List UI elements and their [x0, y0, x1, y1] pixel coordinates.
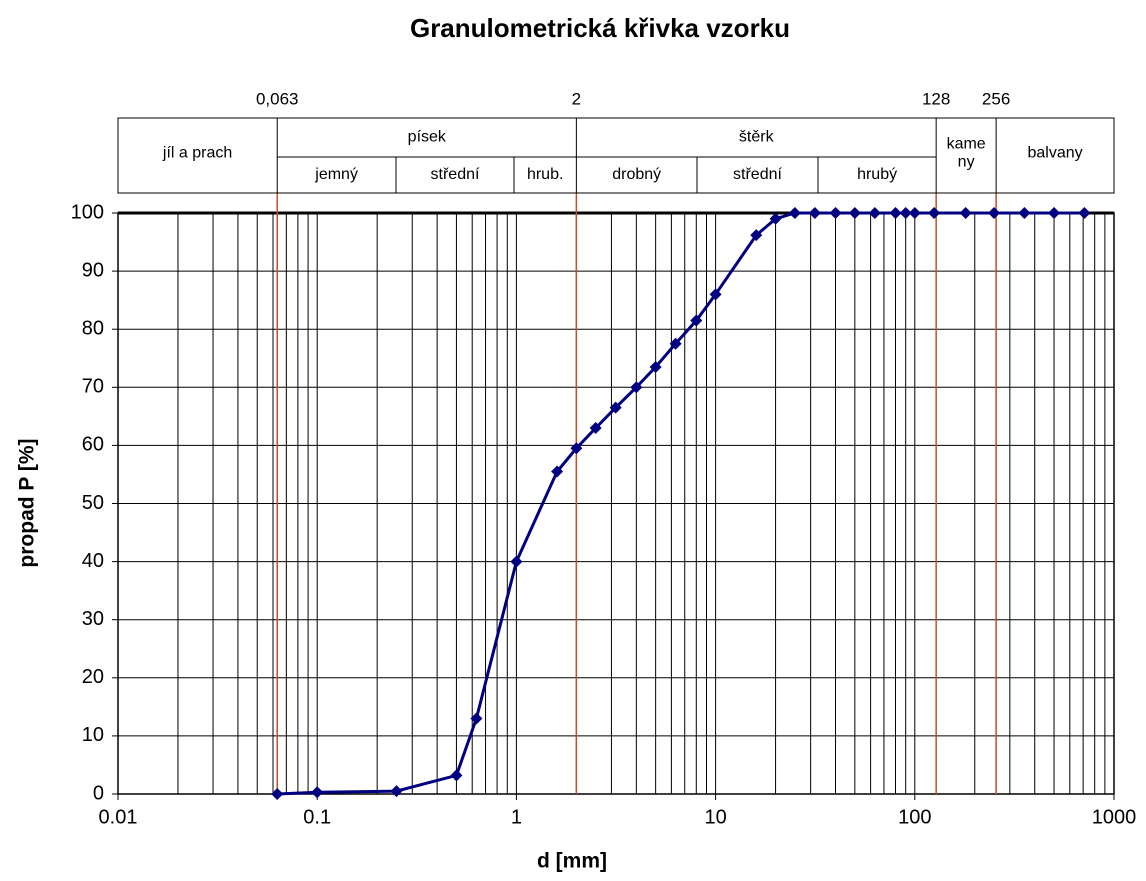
class-label: balvany	[1027, 145, 1082, 162]
x-tick-label: 1000	[1092, 806, 1137, 828]
data-point	[450, 769, 463, 782]
y-tick-label: 10	[82, 724, 104, 746]
y-tick-label: 70	[82, 376, 104, 398]
data-point	[988, 207, 1001, 219]
x-axis-label: d [mm]	[537, 850, 607, 873]
y-tick-label: 40	[82, 550, 104, 572]
class-label: kame ny	[947, 136, 986, 171]
x-tick-label: 1	[511, 806, 522, 828]
data-point	[1048, 207, 1061, 219]
data-point	[868, 207, 881, 219]
data-point	[271, 788, 284, 800]
y-tick-label: 20	[82, 666, 104, 688]
y-axis-label: propad P [%]	[16, 438, 39, 567]
subclass-label: drobný	[612, 166, 661, 183]
subclass-label: střední	[431, 166, 480, 183]
y-tick-label: 90	[82, 259, 104, 281]
data-point	[808, 207, 821, 219]
y-tick-label: 80	[82, 317, 104, 339]
x-tick-label: 0.1	[303, 806, 331, 828]
data-point	[570, 442, 583, 455]
boundary-label: 128	[922, 89, 950, 108]
data-point	[899, 207, 912, 219]
data-point	[690, 314, 703, 327]
subclass-label: střední	[733, 166, 782, 183]
x-tick-label: 10	[704, 806, 726, 828]
x-tick-label: 0.01	[99, 806, 138, 828]
data-point	[589, 421, 602, 434]
class-label: jíl a prach	[162, 145, 232, 162]
data-point	[709, 288, 722, 301]
data-point	[510, 555, 523, 568]
y-tick-label: 30	[82, 608, 104, 630]
class-table	[117, 117, 1115, 194]
chart-title: Granulometrická křivka vzorku	[410, 13, 790, 43]
class-label: štěrk	[739, 129, 775, 146]
data-point	[630, 381, 643, 394]
data-point	[311, 786, 324, 799]
boundary-label: 0,063	[256, 89, 299, 108]
y-tick-label: 0	[93, 782, 104, 804]
subclass-label: hrub.	[527, 166, 563, 183]
data-point	[848, 207, 861, 219]
y-tick-label: 50	[82, 492, 104, 514]
data-point	[769, 212, 782, 225]
data-point	[959, 207, 972, 219]
data-point	[551, 465, 564, 478]
class-label: písek	[408, 129, 447, 146]
data-point	[609, 401, 622, 414]
data-point	[750, 229, 763, 242]
y-tick-label: 60	[82, 434, 104, 456]
x-tick-label: 100	[898, 806, 931, 828]
boundary-label: 2	[572, 89, 581, 108]
data-point	[889, 207, 902, 219]
data-point	[1078, 207, 1091, 219]
data-point	[669, 337, 682, 350]
data-point	[908, 207, 921, 219]
data-point	[470, 712, 483, 725]
data-point	[928, 207, 941, 219]
data-point	[788, 207, 801, 219]
data-point	[390, 785, 403, 798]
subclass-label: jemný	[314, 166, 358, 183]
data-point	[1018, 207, 1031, 219]
boundary-label: 256	[982, 89, 1010, 108]
data-point	[649, 360, 662, 373]
subclass-label: hrubý	[857, 166, 897, 183]
data-point	[829, 207, 842, 219]
y-tick-label: 100	[71, 201, 104, 223]
